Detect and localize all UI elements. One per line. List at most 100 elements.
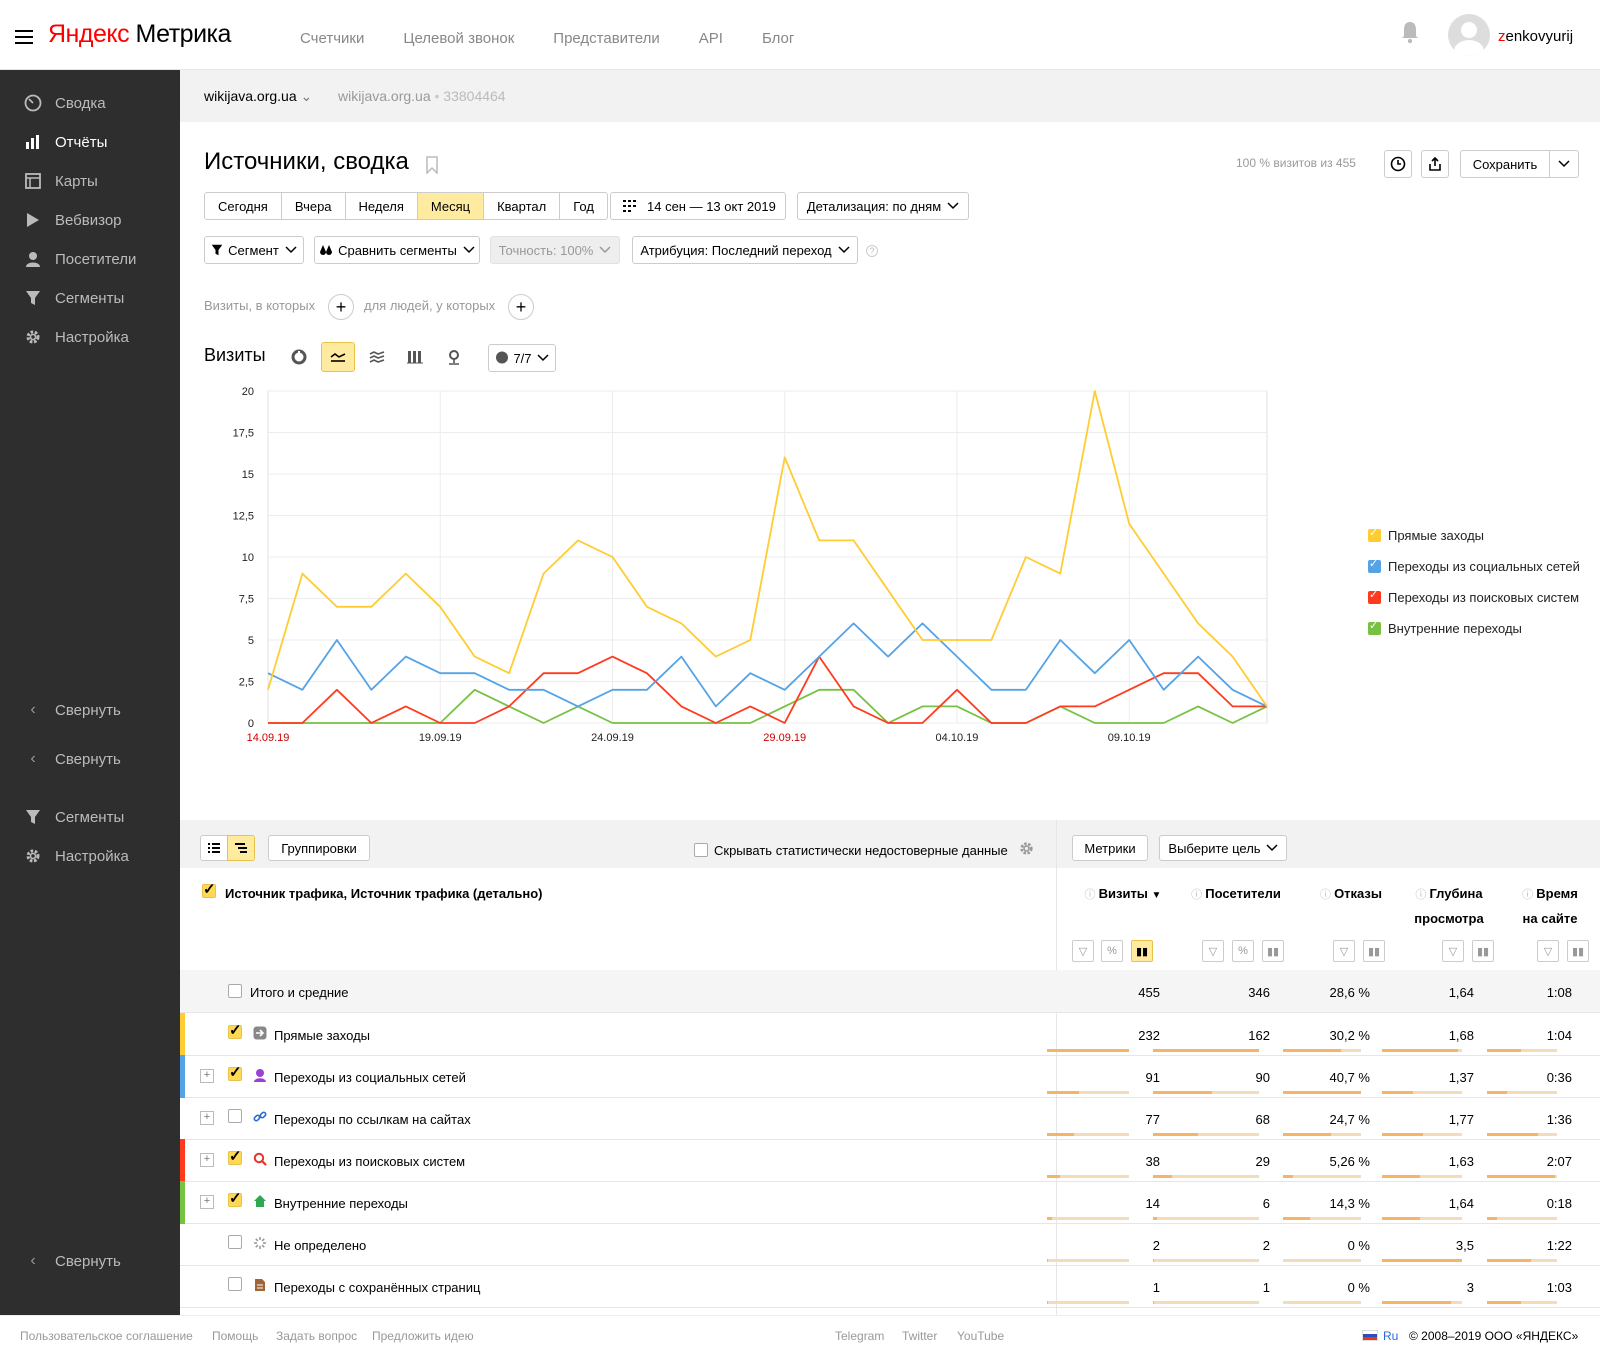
legend-item[interactable]: Прямые заходы [1368,520,1580,551]
metrics-button[interactable]: Метрики [1072,835,1148,861]
chart-type-area[interactable] [360,342,394,372]
username[interactable]: zenkovyurij [1498,28,1574,45]
visits-line-chart[interactable]: 0 2,5 5 7,5 10 12,5 15 17,5 20 14.09.19 19.09.19 24… [230,385,1290,760]
table-row[interactable]: Прямые заходы 232 162 30,2 % 1,68 1:04 [180,1013,1600,1056]
row-checkbox[interactable] [228,1277,242,1291]
row-checkbox[interactable] [228,1021,242,1039]
logo[interactable]: Яндекс Метрика [48,20,231,49]
col-time[interactable]: ⓘ Время на сайте [1522,886,1578,926]
table-row[interactable]: + Переходы по ссылкам на сайтах 77 68 24,7 %… [180,1097,1600,1140]
counter-selector[interactable]: wikijava.org.ua ⌄ [204,88,313,104]
col-visits[interactable]: ⓘ Визиты ▼ [1084,886,1162,901]
save-menu-button[interactable] [1549,150,1579,178]
sidebar-collapse-3[interactable]: ‹ Свернуть [24,1252,120,1270]
row-checkbox[interactable] [228,1147,242,1165]
tree-view-button[interactable] [227,835,255,861]
row-name[interactable]: Переходы по ссылкам на сайтах [274,1112,471,1127]
footer-youtube-link[interactable]: YouTube [957,1329,1005,1343]
depth-bars-button[interactable]: ▮▮ [1472,940,1494,962]
row-name[interactable]: Внутренние переходы [274,1196,408,1211]
history-button[interactable] [1384,150,1412,178]
chart-type-bars[interactable] [398,342,432,372]
sidebar-item-reports[interactable]: Отчёты [24,133,107,151]
period-yesterday[interactable]: Вчера [282,193,346,219]
period-quarter[interactable]: Квартал [484,193,561,219]
row-checkbox[interactable] [228,1109,242,1123]
compare-segments-button[interactable]: Сравнить сегменты [314,236,480,264]
bounces-bars-button[interactable]: ▮▮ [1363,940,1385,962]
row-checkbox[interactable] [228,1235,242,1249]
segment-button[interactable]: Сегмент [204,236,304,264]
menu-icon[interactable] [15,30,33,44]
col-depth[interactable]: ⓘ Глубина просмотра [1414,886,1484,926]
sidebar-collapse-2[interactable]: ‹ Свернуть [24,750,120,768]
footer-terms-link[interactable]: Пользовательское соглашение [20,1329,193,1343]
row-name[interactable]: Не определено [274,1238,367,1253]
sidebar-item-settings-2[interactable]: Настройка [24,847,129,865]
sidebar-item-visitors[interactable]: Посетители [24,250,136,268]
legend-item[interactable]: Переходы из поисковых систем [1368,582,1580,613]
table-row[interactable]: Переходы с сохранённых страниц 1 1 0 % 3 1:03 [180,1265,1600,1308]
nav-target-call[interactable]: Целевой звонок [403,30,515,47]
row-name[interactable]: Переходы с сохранённых страниц [274,1280,481,1295]
attribution-dropdown[interactable]: Атрибуция: Последний переход [632,236,858,264]
col-bounces[interactable]: ⓘ Отказы [1320,886,1382,901]
chart-type-map[interactable] [437,342,471,372]
table-row[interactable]: Не определено 2 2 0 % 3,5 1:22 [180,1223,1600,1266]
depth-filter-button[interactable]: ▽ [1442,940,1464,962]
expand-button[interactable]: + [200,1069,214,1083]
sidebar-item-summary[interactable]: Сводка [24,94,106,112]
totals-checkbox[interactable] [228,984,242,998]
sidebar-collapse-1[interactable]: ‹ Свернуть [24,701,120,719]
footer-ask-link[interactable]: Задать вопрос [276,1329,358,1343]
time-bars-button[interactable]: ▮▮ [1567,940,1589,962]
time-filter-button[interactable]: ▽ [1537,940,1559,962]
nav-counters[interactable]: Счетчики [300,30,365,47]
detail-dropdown[interactable]: Детализация: по дням [797,192,969,220]
footer-telegram-link[interactable]: Telegram [835,1329,885,1343]
col-visitors[interactable]: ⓘ Посетители [1191,886,1281,901]
row-name[interactable]: Переходы из социальных сетей [274,1070,466,1085]
choose-goal-dropdown[interactable]: Выберите цель [1159,835,1287,861]
avatar[interactable] [1448,14,1490,56]
footer-idea-link[interactable]: Предложить идею [372,1329,474,1343]
expand-button[interactable]: + [200,1153,214,1167]
sidebar-item-segments-2[interactable]: Сегменты [24,808,124,826]
expand-button[interactable]: + [200,1111,214,1125]
hide-unreliable-checkbox[interactable] [694,843,708,857]
visitors-percent-button[interactable]: % [1232,940,1254,962]
expand-button[interactable]: + [200,1195,214,1209]
row-checkbox[interactable] [228,1063,242,1081]
date-range-picker[interactable]: 14 сен — 13 окт 2019 [610,192,786,220]
period-year[interactable]: Год [573,198,594,214]
select-all-checkbox[interactable] [202,880,216,898]
table-row[interactable]: + Переходы из поисковых систем 38 29 5,26 % 1… [180,1139,1600,1182]
gear-icon[interactable] [1018,840,1035,857]
nav-blog[interactable]: Блог [761,30,795,47]
row-checkbox[interactable] [228,1189,242,1207]
sidebar-item-settings[interactable]: Настройка [24,328,129,346]
legend-item[interactable]: Переходы из социальных сетей [1368,551,1580,582]
table-row[interactable]: + Переходы из социальных сетей 91 90 40,7 % 1… [180,1055,1600,1098]
visits-filter-button[interactable]: ▽ [1072,940,1094,962]
period-today[interactable]: Сегодня [205,193,282,219]
table-row[interactable]: + Внутренние переходы 14 6 14,3 % 1,64 0:18 [180,1181,1600,1224]
footer-help-link[interactable]: Помощь [212,1329,259,1343]
visitors-filter-button[interactable]: ▽ [1202,940,1224,962]
help-icon[interactable]: ? [866,245,878,257]
save-button[interactable]: Сохранить [1460,150,1550,178]
visits-bars-button[interactable]: ▮▮ [1131,940,1153,962]
add-people-filter-button[interactable]: + [508,294,534,320]
bookmark-icon[interactable] [425,156,439,174]
footer-language[interactable]: Ru [1383,1329,1399,1343]
footer-twitter-link[interactable]: Twitter [902,1329,938,1343]
groupings-button[interactable]: Группировки [268,835,370,861]
export-button[interactable] [1421,150,1449,178]
visitors-bars-button[interactable]: ▮▮ [1262,940,1284,962]
sidebar-item-maps[interactable]: Карты [24,172,98,190]
nav-representatives[interactable]: Представители [553,30,660,47]
row-name[interactable]: Переходы из поисковых систем [274,1154,466,1169]
period-week[interactable]: Неделя [346,193,418,219]
bounces-filter-button[interactable]: ▽ [1333,940,1355,962]
chart-type-pie[interactable] [282,342,316,372]
